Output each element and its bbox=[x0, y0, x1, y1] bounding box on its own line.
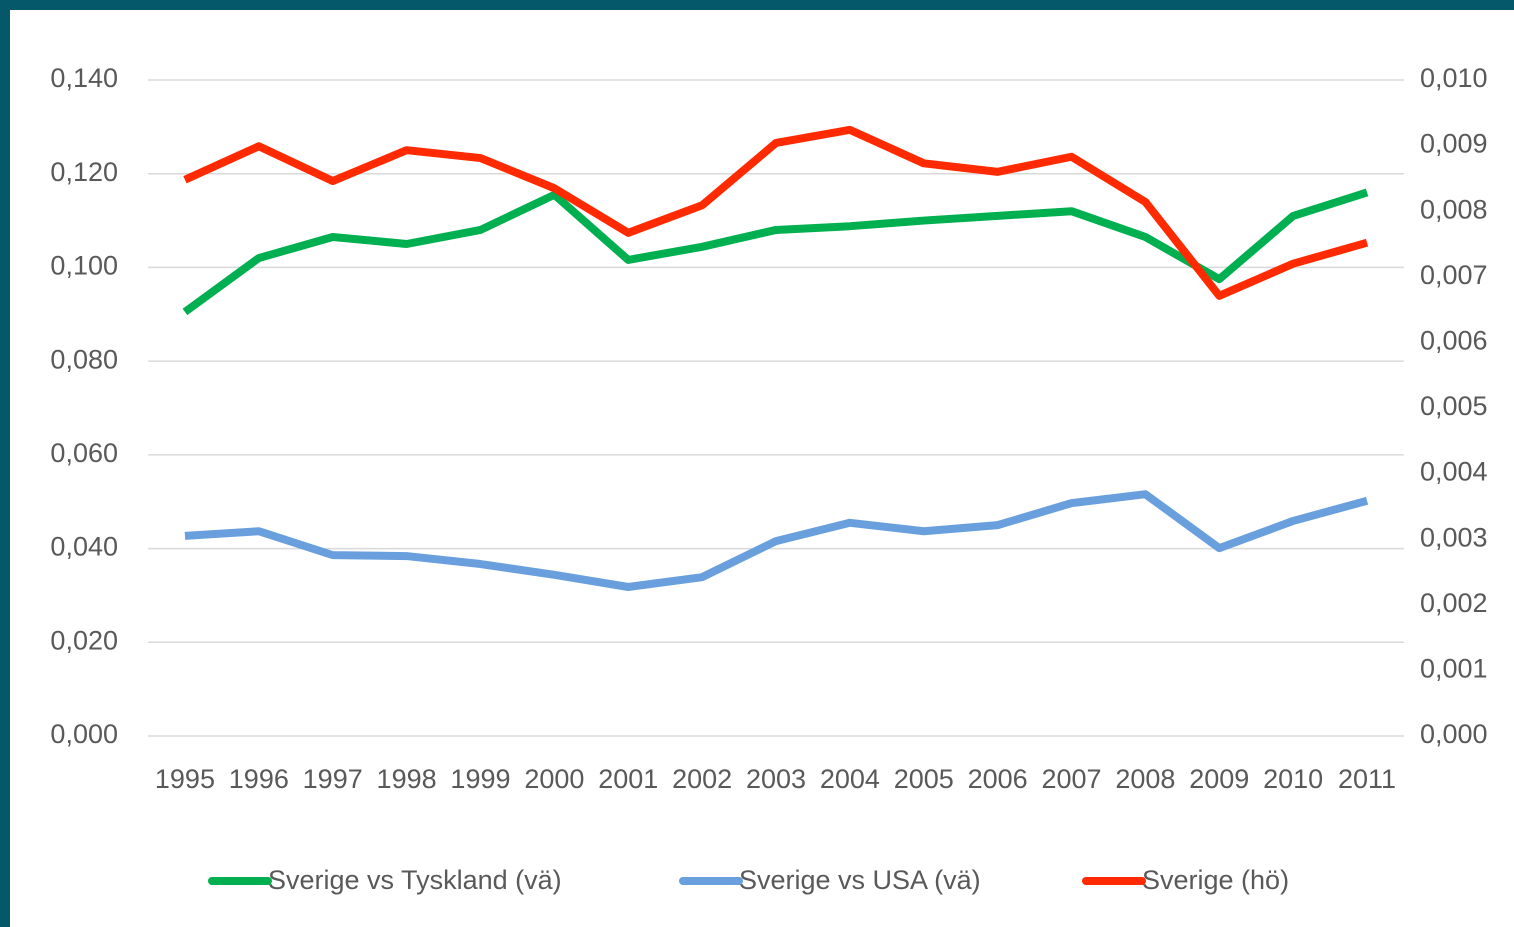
y-tick-label: 0,140 bbox=[50, 63, 118, 93]
x-tick-label: 2003 bbox=[746, 764, 806, 794]
x-tick-label: 1998 bbox=[377, 764, 437, 794]
x-tick-label: 2007 bbox=[1041, 764, 1101, 794]
series-line bbox=[184, 490, 1369, 591]
y2-tick-label: 0,003 bbox=[1420, 522, 1488, 552]
x-tick-label: 1996 bbox=[229, 764, 289, 794]
y2-tick-label: 0,009 bbox=[1420, 129, 1488, 159]
x-tick-label: 2001 bbox=[598, 764, 658, 794]
x-tick-label: 2000 bbox=[524, 764, 584, 794]
y2-tick-label: 0,010 bbox=[1420, 63, 1488, 93]
y-tick-label: 0,120 bbox=[50, 157, 118, 187]
y2-tick-label: 0,007 bbox=[1420, 260, 1488, 290]
y2-tick-label: 0,000 bbox=[1420, 719, 1488, 749]
x-tick-label: 2009 bbox=[1189, 764, 1249, 794]
y-tick-label: 0,060 bbox=[50, 438, 118, 468]
x-tick-label: 2002 bbox=[672, 764, 732, 794]
plot-background bbox=[10, 10, 1514, 927]
y2-tick-label: 0,002 bbox=[1420, 588, 1488, 618]
legend-label: Sverige (hö) bbox=[1142, 865, 1289, 895]
x-tick-label: 1999 bbox=[450, 764, 510, 794]
series-line bbox=[183, 125, 1369, 300]
legend-label: Sverige vs Tyskland (vä) bbox=[268, 865, 562, 895]
x-tick-label: 2004 bbox=[820, 764, 880, 794]
x-tick-label: 2010 bbox=[1263, 764, 1323, 794]
legend-label: Sverige vs USA (vä) bbox=[739, 865, 981, 895]
y2-tick-label: 0,006 bbox=[1420, 326, 1488, 356]
y2-tick-label: 0,008 bbox=[1420, 194, 1488, 224]
series-line bbox=[182, 188, 1369, 316]
x-tick-label: 2006 bbox=[968, 764, 1028, 794]
x-tick-label: 2011 bbox=[1338, 764, 1396, 794]
x-tick-label: 1997 bbox=[303, 764, 363, 794]
x-tick-label: 1995 bbox=[155, 764, 215, 794]
y-tick-label: 0,080 bbox=[50, 344, 118, 374]
y2-tick-label: 0,005 bbox=[1420, 391, 1488, 421]
y-tick-label: 0,000 bbox=[50, 719, 118, 749]
y-tick-label: 0,100 bbox=[50, 251, 118, 281]
x-tick-label: 2008 bbox=[1115, 764, 1175, 794]
y2-tick-label: 0,001 bbox=[1420, 654, 1488, 684]
y-tick-label: 0,020 bbox=[50, 625, 118, 655]
x-tick-label: 2005 bbox=[894, 764, 954, 794]
y-tick-label: 0,040 bbox=[50, 532, 118, 562]
y2-tick-label: 0,004 bbox=[1420, 457, 1488, 487]
